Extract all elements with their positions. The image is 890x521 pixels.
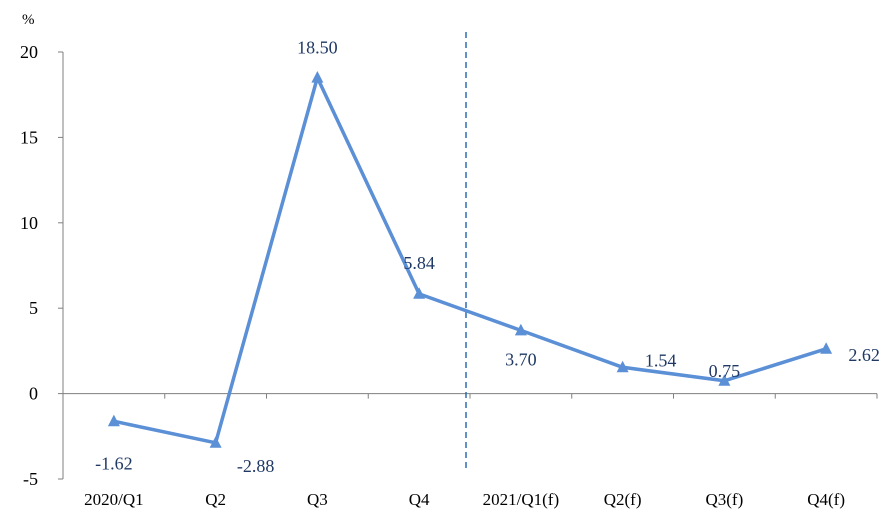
data-point-marker: [718, 374, 731, 386]
x-tick-label: Q2: [205, 490, 226, 509]
data-point-marker: [514, 323, 527, 336]
y-tick-label: 10: [20, 213, 38, 233]
x-tick-label: Q3: [307, 490, 328, 509]
data-label: 3.70: [505, 349, 537, 369]
y-tick-label: 15: [20, 127, 38, 147]
series-line: [113, 75, 827, 445]
data-point-marker: [413, 287, 426, 299]
data-label: 18.50: [297, 38, 338, 58]
data-label: 5.84: [403, 253, 435, 273]
data-point-marker: [820, 342, 833, 354]
data-label: 1.54: [645, 350, 677, 370]
y-tick-label: -5: [23, 469, 38, 489]
data-label: -1.62: [95, 453, 133, 473]
x-tick-label: Q2(f): [604, 490, 642, 509]
data-point-marker: [107, 414, 120, 427]
data-point-marker: [209, 436, 222, 448]
data-labels-layer: -1.62 -2.88 18.50 5.84 3.70 1.54 0.75 2.62: [95, 38, 880, 476]
data-point-marker: [616, 360, 629, 373]
y-tick-label: 20: [20, 42, 38, 62]
data-label: 0.75: [709, 361, 741, 381]
data-label: -2.88: [237, 456, 275, 476]
data-label: 2.62: [848, 345, 880, 365]
y-tick-label: 0: [29, 384, 38, 404]
y-tick-label: 5: [29, 298, 38, 318]
x-tick-label: Q4: [409, 490, 430, 509]
y-unit-label: %: [22, 12, 35, 28]
x-tick-label: 2020/Q1: [84, 490, 144, 509]
data-point-marker: [311, 71, 324, 83]
series-layer: [107, 71, 833, 448]
axes: % -5 0 5 10 15 20 2020/Q1 Q2 Q3 Q4 2021/Q1(f) Q2(f) Q…: [20, 12, 878, 509]
x-tick-label: Q4(f): [807, 490, 845, 509]
x-tick-label: Q3(f): [705, 490, 743, 509]
x-tick-label: 2021/Q1(f): [483, 490, 559, 509]
